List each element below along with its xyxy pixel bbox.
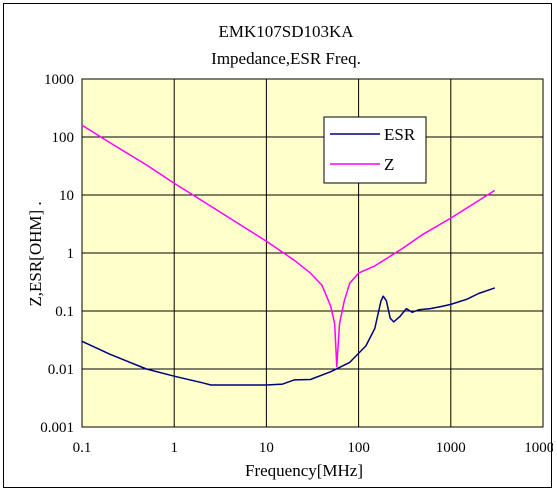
y-axis-label: Z,ESR[OHM] . bbox=[26, 201, 45, 306]
chart-title: EMK107SD103KA bbox=[218, 22, 354, 41]
grid bbox=[82, 79, 543, 427]
x-tick-label: 1000 bbox=[436, 440, 466, 456]
y-tick-label: 1 bbox=[67, 246, 75, 262]
y-tick-labels: 0.001 0.01 0.1 1 10 100 1000 bbox=[40, 72, 74, 436]
series-line-z bbox=[81, 124, 496, 368]
legend: ESR Z bbox=[323, 116, 427, 184]
x-axis-label: Frequency[MHz] bbox=[245, 461, 363, 480]
y-tick-label: 10 bbox=[59, 188, 74, 204]
y-tick-label: 1000 bbox=[44, 72, 74, 88]
chart-subtitle: Impedance,ESR Freq. bbox=[211, 49, 361, 68]
y-tick-label: 0.1 bbox=[55, 304, 74, 320]
x-tick-label: 0.1 bbox=[73, 440, 92, 456]
legend-box bbox=[323, 116, 427, 184]
impedance-chart: EMK107SD103KA Impedance,ESR Freq. 0.1 1 10… bbox=[26, 22, 553, 480]
chart-frame: EMK107SD103KA Impedance,ESR Freq. 0.1 1 10… bbox=[3, 3, 553, 488]
legend-z-label: Z bbox=[384, 155, 394, 174]
x-tick-label: 100 bbox=[347, 440, 370, 456]
y-tick-label: 0.01 bbox=[48, 362, 74, 378]
y-tick-label: 0.001 bbox=[40, 420, 74, 436]
x-tick-label: 1 bbox=[170, 440, 178, 456]
x-tick-label: 10 bbox=[259, 440, 274, 456]
legend-esr-label: ESR bbox=[384, 125, 416, 144]
series-lines bbox=[81, 124, 496, 386]
series-line-esr bbox=[81, 287, 496, 386]
y-tick-label: 100 bbox=[52, 130, 75, 146]
